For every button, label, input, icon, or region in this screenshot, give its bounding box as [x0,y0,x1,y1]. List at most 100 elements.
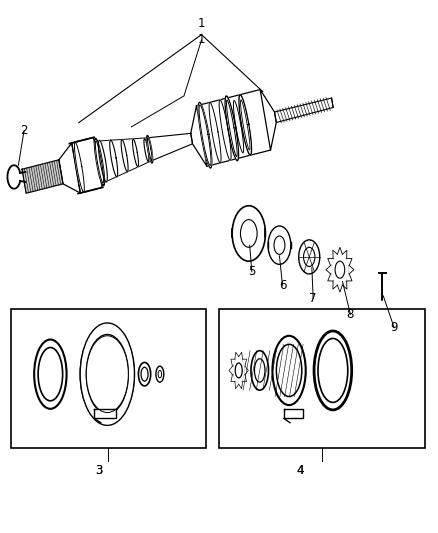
Polygon shape [239,352,243,359]
Ellipse shape [232,206,265,261]
Text: 4: 4 [296,464,304,477]
Polygon shape [231,359,235,366]
Polygon shape [209,102,221,163]
Polygon shape [326,265,331,274]
Polygon shape [133,139,138,167]
Polygon shape [260,90,276,150]
Ellipse shape [335,261,345,278]
Text: 5: 5 [248,265,255,278]
Polygon shape [59,143,80,193]
Polygon shape [85,354,105,394]
Polygon shape [347,259,352,265]
Polygon shape [239,382,243,389]
Polygon shape [245,366,248,375]
Ellipse shape [235,363,242,378]
Polygon shape [239,95,251,155]
Polygon shape [74,142,84,192]
Polygon shape [343,251,347,259]
Text: 6: 6 [279,279,286,292]
Polygon shape [96,138,152,183]
Text: 3: 3 [95,464,102,477]
Ellipse shape [158,370,162,378]
Polygon shape [337,247,343,254]
Ellipse shape [101,362,114,386]
Ellipse shape [232,357,245,384]
Ellipse shape [93,349,121,400]
Text: 1: 1 [198,34,205,46]
Polygon shape [333,251,337,259]
Polygon shape [95,141,104,183]
Text: 3: 3 [95,464,102,477]
Ellipse shape [86,336,128,413]
Polygon shape [229,366,233,375]
Polygon shape [240,100,250,150]
Polygon shape [233,101,244,153]
Polygon shape [349,265,354,274]
Text: 7: 7 [309,292,317,305]
Ellipse shape [86,335,128,414]
Polygon shape [235,382,239,389]
Text: 9: 9 [390,321,398,334]
Ellipse shape [330,254,350,286]
Text: 2: 2 [20,124,28,137]
Ellipse shape [98,356,117,392]
Polygon shape [343,281,347,289]
Ellipse shape [98,357,117,392]
Bar [219,309,425,448]
Polygon shape [275,98,333,123]
Polygon shape [72,138,102,193]
Polygon shape [328,259,333,265]
Ellipse shape [38,348,63,401]
Polygon shape [94,409,116,418]
Polygon shape [235,352,239,359]
Polygon shape [337,285,343,292]
Ellipse shape [304,247,315,266]
Polygon shape [225,96,239,161]
Polygon shape [219,100,231,160]
Polygon shape [148,138,152,161]
Polygon shape [95,139,104,185]
Ellipse shape [276,344,302,397]
Polygon shape [197,90,271,166]
Ellipse shape [34,340,67,409]
Polygon shape [347,274,352,281]
Polygon shape [231,375,235,382]
Polygon shape [148,133,193,161]
Ellipse shape [254,359,265,382]
Ellipse shape [272,336,306,405]
Polygon shape [243,375,247,382]
Ellipse shape [156,366,164,382]
Polygon shape [147,136,152,163]
Ellipse shape [314,331,352,410]
Ellipse shape [80,325,134,424]
Ellipse shape [299,240,320,274]
Polygon shape [144,139,149,161]
Polygon shape [198,102,212,168]
Ellipse shape [86,336,128,413]
Ellipse shape [80,323,134,425]
Ellipse shape [98,357,117,392]
Ellipse shape [240,220,257,247]
Ellipse shape [318,338,348,402]
Polygon shape [99,140,107,182]
Ellipse shape [274,236,285,254]
Ellipse shape [141,367,148,381]
Ellipse shape [138,362,151,386]
Polygon shape [22,160,63,193]
Polygon shape [226,100,237,157]
Text: 4: 4 [296,464,304,477]
Polygon shape [121,140,128,172]
Ellipse shape [251,351,268,390]
Polygon shape [328,274,333,281]
Polygon shape [243,359,247,366]
Text: 1: 1 [198,18,205,30]
Text: 8: 8 [347,308,354,321]
Ellipse shape [268,226,291,264]
Polygon shape [333,281,337,289]
Polygon shape [199,105,211,165]
Ellipse shape [93,349,121,400]
Bar [11,309,206,448]
Polygon shape [191,106,207,166]
Polygon shape [284,409,303,418]
Ellipse shape [92,346,122,402]
